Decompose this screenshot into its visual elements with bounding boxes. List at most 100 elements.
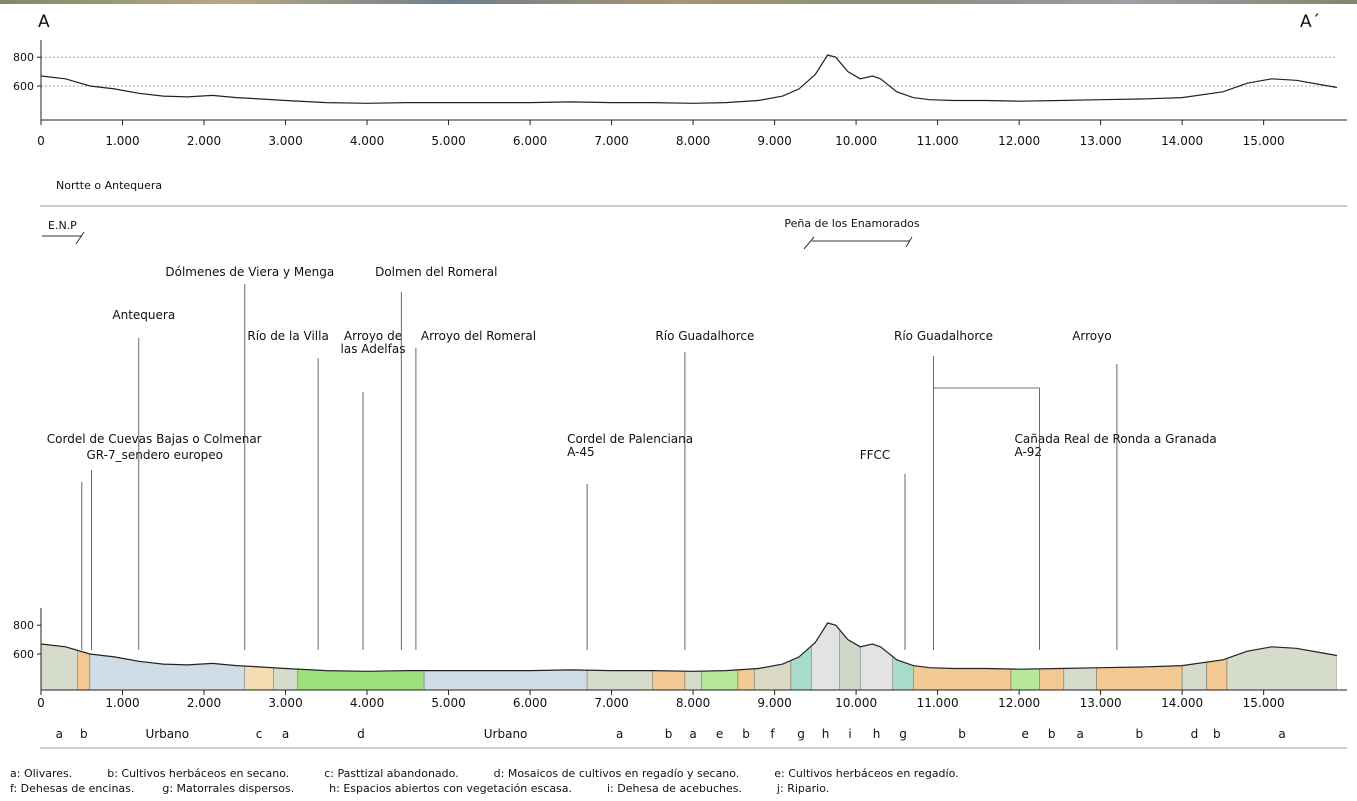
x-tick-label: 8.000 [676, 696, 710, 710]
x-tick-label: 8.000 [676, 134, 710, 148]
land-use-segment [1039, 623, 1065, 690]
land-use-segment [790, 623, 812, 690]
enp-label: E.N.P [48, 219, 77, 232]
land-use-code-label: c [256, 727, 263, 741]
legend-line-1: a: Olivares. b: Cultivos herbáceos en se… [10, 767, 959, 780]
annotation-label: Dolmen del Romeral [375, 265, 497, 279]
x-tick-label: 3.000 [268, 134, 302, 148]
annotation-label: Dólmenes de Viera y Menga [165, 265, 334, 279]
y-tick-label: 800 [13, 619, 34, 632]
y-tick-label: 600 [13, 80, 34, 93]
land-use-code-label: a [689, 727, 696, 741]
land-use-code-label: b [742, 727, 750, 741]
land-use-segment [77, 623, 91, 690]
land-use-code-label: a [1278, 727, 1285, 741]
x-tick-label: 5.000 [431, 134, 465, 148]
land-use-code-label: e [1022, 727, 1029, 741]
x-tick-label: 7.000 [594, 696, 628, 710]
x-tick-label: 4.000 [350, 134, 384, 148]
land-use-segment [1181, 623, 1207, 690]
x-tick-label: 12.000 [998, 696, 1040, 710]
annotation-label: FFCC [860, 448, 891, 462]
annotation-label: Arroyo del Romeral [421, 329, 536, 343]
land-use-segment [839, 623, 861, 690]
x-tick-label: 6.000 [513, 134, 547, 148]
x-tick-label: 10.000 [835, 696, 877, 710]
x-tick-label: 9.000 [757, 696, 791, 710]
land-use-segment [244, 623, 274, 690]
elevation-line [40, 622, 1338, 672]
x-tick-label: 10.000 [835, 134, 877, 148]
land-use-code-label: b [80, 727, 88, 741]
x-tick-label: 2.000 [187, 696, 221, 710]
land-use-code-label: h [873, 727, 881, 741]
annotation-label: GR-7_sendero europeo [87, 448, 224, 462]
land-use-segment [684, 623, 702, 690]
land-use-code-label: Urbano [484, 727, 528, 741]
x-tick-label: 13.000 [1080, 696, 1122, 710]
annotation-label-line2: las Adelfas [341, 342, 406, 356]
land-use-code-label: g [899, 727, 907, 741]
land-use-code-label: h [822, 727, 830, 741]
annotation-labels: Cordel de Cuevas Bajas o Colmenar GR-7_se… [47, 265, 1217, 650]
y-tick-label: 800 [13, 51, 34, 64]
section-end-label: A´ [1300, 12, 1320, 32]
x-tick-label: 11.000 [917, 134, 959, 148]
annotation-label: Cordel de Cuevas Bajas o Colmenar [47, 432, 262, 446]
annotation-label: Río Guadalhorce [655, 329, 754, 343]
land-use-code-label: b [958, 727, 966, 741]
land-use-segment [1096, 623, 1183, 690]
section-start-label: A [38, 12, 50, 32]
land-use-segment [701, 623, 739, 690]
land-use-code-label: b [1213, 727, 1221, 741]
annotation-label: Cañada Real de Ronda a Granada [1015, 432, 1217, 446]
land-use-code-label: b [665, 727, 673, 741]
land-use-code-label: e [716, 727, 723, 741]
land-use-segment [1063, 623, 1097, 690]
land-use-code-label: g [797, 727, 805, 741]
land-use-code-label: i [848, 727, 851, 741]
x-tick-label: 1.000 [105, 696, 139, 710]
x-tick-label: 3.000 [268, 696, 302, 710]
land-use-segment [913, 623, 1012, 690]
annotation-label: Arroyo de [344, 329, 402, 343]
land-use-code-label: a [56, 727, 63, 741]
land-use-code-label: a [1077, 727, 1084, 741]
legend-line-2: f: Dehesas de encinas. g: Matorrales dis… [10, 782, 830, 795]
land-use-segment [737, 623, 755, 690]
pena-bracket-tick-right [905, 236, 913, 248]
land-use-fill [41, 623, 1337, 690]
x-tick-label: 15.000 [1243, 696, 1285, 710]
pena-label: Peña de los Enamorados [784, 217, 920, 230]
annotation-label-line2: A-92 [1015, 445, 1043, 459]
annotation-label: Antequera [112, 308, 175, 322]
top-photo-strip [0, 0, 1357, 4]
x-tick-label: 6.000 [513, 696, 547, 710]
land-use-segment [1226, 623, 1337, 690]
annotation-label: Cordel de Palenciana [567, 432, 693, 446]
elevation-profile-chart: 800 600 0 1.000 2.000 3.000 4.000 5.000 6.000 7.0… [13, 40, 1347, 148]
land-use-code-label: a [282, 727, 289, 741]
land-use-segment [1206, 623, 1228, 690]
land-use-code-label: d [357, 727, 365, 741]
pena-bracket-tick-left [803, 236, 815, 250]
land-use-segment [586, 623, 653, 690]
x-tick-label: 12.000 [998, 134, 1040, 148]
land-use-code-label: Urbano [145, 727, 189, 741]
annotation-label: Río de la Villa [247, 329, 328, 343]
annotation-label: Arroyo [1072, 329, 1111, 343]
land-use-segment [41, 623, 78, 690]
x-tick-label: 0 [37, 696, 45, 710]
land-use-profile-chart: 800 600 0 1.000 2.000 3.000 4.000 5.000 6.000 7.0… [13, 608, 1347, 749]
land-use-segment [89, 623, 245, 690]
land-use-code-label: a [616, 727, 623, 741]
enp-bracket-tick [75, 231, 85, 245]
annotation-label: Río Guadalhorce [894, 329, 993, 343]
land-use-code-label: b [1135, 727, 1143, 741]
x-tick-label: 15.000 [1243, 134, 1285, 148]
x-tick-label: 7.000 [594, 134, 628, 148]
y-tick-label: 600 [13, 648, 34, 661]
x-tick-label: 13.000 [1080, 134, 1122, 148]
annotation-label-line2: A-45 [567, 445, 595, 459]
